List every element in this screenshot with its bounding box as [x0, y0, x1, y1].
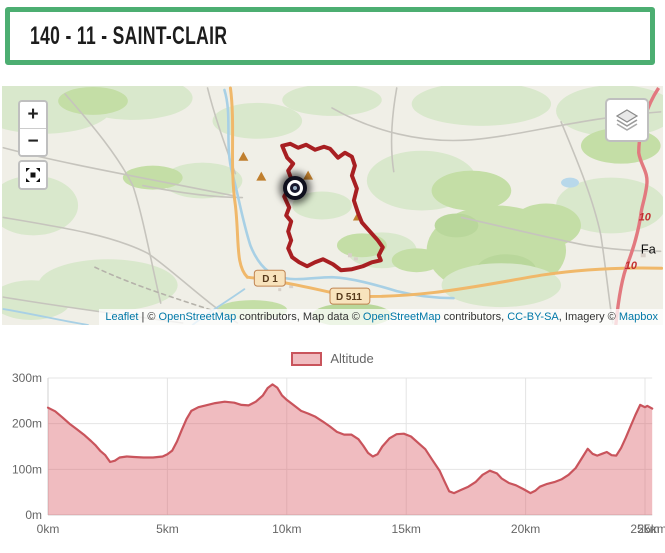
altitude-line [46, 383, 654, 495]
map-attribution: Leaflet | © OpenStreetMap contributors, … [99, 309, 663, 325]
map-lake [561, 177, 579, 188]
map-tiles: 10 10 Fa D 1 D 511 [2, 86, 663, 325]
fullscreen-control [18, 160, 48, 190]
zoom-out-button[interactable]: − [20, 128, 46, 155]
chart-legend[interactable]: Altitude [0, 351, 665, 366]
osm-link[interactable]: OpenStreetMap [362, 311, 441, 323]
x-tick-label: 20km [511, 522, 540, 536]
x-tick-label: 10km [272, 522, 301, 536]
attribution-text: contributors, Map data © [236, 311, 363, 323]
zoom-in-button[interactable]: + [20, 102, 46, 128]
x-end-label: 25km [637, 522, 665, 536]
legend-swatch [291, 351, 323, 366]
attribution-text: , Imagery © [558, 311, 619, 323]
fullscreen-button[interactable] [20, 162, 46, 188]
map-roads [2, 87, 662, 324]
altitude-area [48, 384, 653, 515]
svg-text:D 511: D 511 [336, 292, 362, 303]
fullscreen-icon [26, 168, 40, 182]
svg-text:D 1: D 1 [262, 274, 278, 285]
elevation-chart[interactable]: Altitude 0m 100m 200m 300m 0km 5km 10km 15km 20k… [0, 345, 665, 553]
y-tick-label: 0m [25, 508, 42, 522]
y-tick-label: 200m [12, 417, 42, 431]
layers-icon [615, 109, 639, 131]
map-orange-road [228, 86, 663, 298]
legend-label: Altitude [330, 351, 374, 366]
mapbox-link[interactable]: Mapbox [618, 311, 658, 323]
leaflet-link[interactable]: Leaflet [105, 311, 139, 323]
y-tick-label: 300m [12, 371, 42, 385]
road-label-d511: D 511 [329, 287, 371, 305]
osm-link[interactable]: OpenStreetMap [158, 311, 237, 323]
x-tick-label: 0km [37, 522, 60, 536]
x-tick-label: 15km [392, 522, 421, 536]
route-start-marker[interactable] [283, 176, 307, 200]
y-tick-label: 100m [12, 462, 42, 476]
road-label-d1: D 1 [253, 269, 286, 287]
route-header: 140 - 11 - SAINT-CLAIR [5, 7, 655, 65]
city-label: Fa [641, 241, 657, 256]
motorway-shield: 10 [625, 260, 637, 272]
route-title: 140 - 11 - SAINT-CLAIR [30, 21, 228, 50]
map-canvas[interactable]: 10 10 Fa D 1 D 511 [2, 86, 663, 325]
attribution-text: contributors, [440, 311, 508, 323]
x-tick-label: 25km [630, 522, 659, 536]
layers-control[interactable] [605, 98, 649, 142]
attribution-text: | © [138, 311, 159, 323]
x-tick-label: 5km [156, 522, 179, 536]
ccbysa-link[interactable]: CC-BY-SA [507, 311, 559, 323]
motorway-shield: 10 [639, 211, 651, 223]
zoom-control: + − [18, 100, 48, 157]
